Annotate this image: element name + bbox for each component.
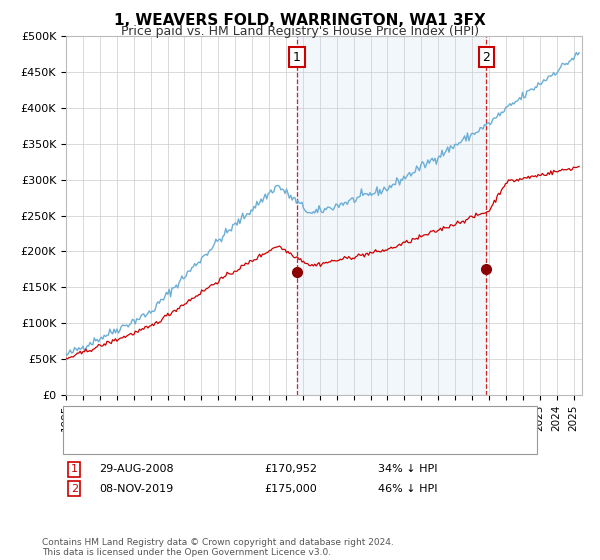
Text: 1, WEAVERS FOLD, WARRINGTON, WA1 3FX: 1, WEAVERS FOLD, WARRINGTON, WA1 3FX: [114, 13, 486, 28]
Text: 46% ↓ HPI: 46% ↓ HPI: [378, 484, 437, 494]
Text: £175,000: £175,000: [264, 484, 317, 494]
Text: 34% ↓ HPI: 34% ↓ HPI: [378, 464, 437, 474]
Text: Price paid vs. HM Land Registry's House Price Index (HPI): Price paid vs. HM Land Registry's House …: [121, 25, 479, 38]
Text: 1, WEAVERS FOLD, WARRINGTON, WA1 3FX (detached house): 1, WEAVERS FOLD, WARRINGTON, WA1 3FX (de…: [110, 415, 431, 425]
Text: 08-NOV-2019: 08-NOV-2019: [99, 484, 173, 494]
Text: 1: 1: [71, 464, 78, 474]
Text: Contains HM Land Registry data © Crown copyright and database right 2024.
This d: Contains HM Land Registry data © Crown c…: [42, 538, 394, 557]
Text: £170,952: £170,952: [264, 464, 317, 474]
Text: 29-AUG-2008: 29-AUG-2008: [99, 464, 173, 474]
Bar: [297, 36, 487, 395]
Text: 2: 2: [71, 484, 78, 494]
Text: 1: 1: [293, 51, 301, 64]
Text: 2: 2: [482, 51, 490, 64]
Text: HPI: Average price, detached house, Warrington: HPI: Average price, detached house, Warr…: [110, 435, 361, 445]
